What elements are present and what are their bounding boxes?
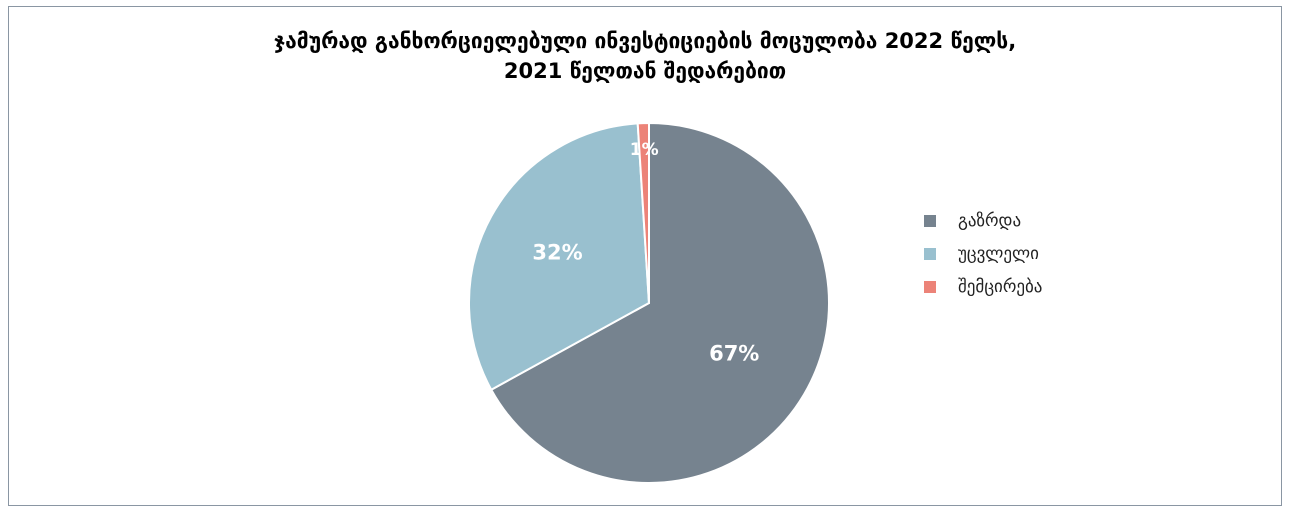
- legend-swatch-2: [924, 247, 936, 260]
- legend-label-3: შემცირება: [958, 276, 1043, 297]
- pie-slice-2: [468, 122, 651, 392]
- legend-item-2: უცვლელი: [924, 237, 1042, 270]
- legend-item-1: გაზრდა: [924, 204, 1042, 237]
- data-label-3: 1%: [630, 140, 659, 160]
- data-label-1: 67%: [709, 341, 759, 365]
- legend-swatch-1: [924, 214, 936, 227]
- legend-swatch-3: [924, 280, 936, 293]
- chart-legend: გაზრდა უცვლელი შემცირება: [924, 204, 1042, 303]
- chart-title-line-2: 2021 წელთან შედარებით: [503, 59, 787, 83]
- chart-title-line-1: ჯამურად განხორციელებული ინვესტიციების მო…: [273, 29, 1017, 53]
- pie-slice-3: [636, 121, 650, 304]
- legend-item-3: შემცირება: [924, 270, 1042, 303]
- pie-slice-1: [489, 121, 830, 484]
- legend-label-2: უცვლელი: [958, 243, 1039, 264]
- data-label-2: 32%: [532, 241, 582, 265]
- legend-label-1: გაზრდა: [958, 210, 1022, 231]
- chart-title: ჯამურად განხორციელებული ინვესტიციების მო…: [0, 26, 1290, 86]
